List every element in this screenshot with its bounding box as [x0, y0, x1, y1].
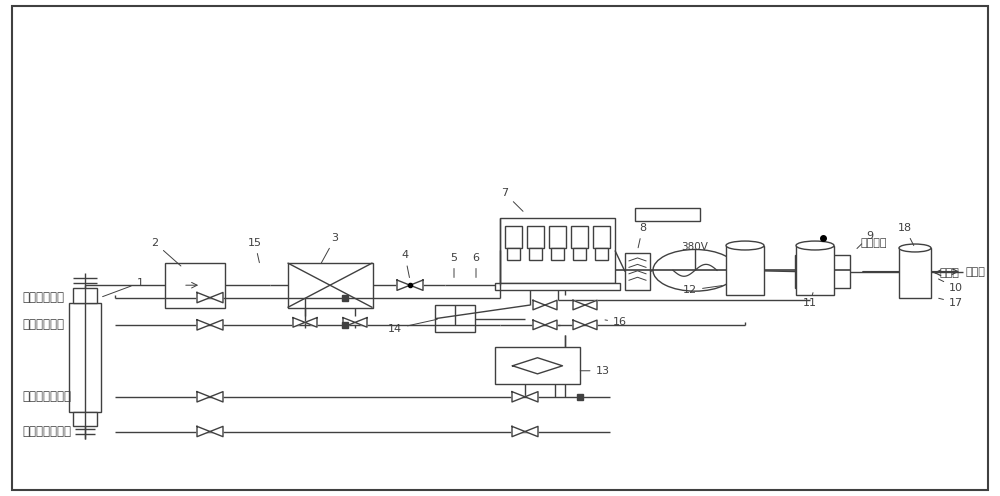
- Polygon shape: [512, 358, 562, 374]
- Text: 11: 11: [803, 293, 817, 308]
- Text: 5: 5: [450, 253, 458, 277]
- Bar: [165, 263, 225, 308]
- Bar: [527, 226, 544, 248]
- Bar: [571, 226, 588, 248]
- Bar: [726, 246, 764, 295]
- Text: 冷却水进口管道: 冷却水进口管道: [22, 390, 71, 403]
- Text: 伴生气: 伴生气: [939, 268, 959, 278]
- Polygon shape: [197, 392, 223, 402]
- Polygon shape: [197, 320, 223, 330]
- Polygon shape: [533, 320, 557, 330]
- Bar: [495, 283, 620, 290]
- Bar: [796, 246, 834, 295]
- Text: 18: 18: [898, 223, 914, 246]
- Bar: [595, 248, 608, 260]
- Polygon shape: [343, 317, 355, 327]
- Circle shape: [653, 249, 737, 291]
- Text: 冷却水出口管道: 冷却水出口管道: [22, 425, 71, 438]
- Text: 9: 9: [857, 231, 874, 248]
- Text: 13: 13: [580, 366, 610, 376]
- Polygon shape: [305, 317, 317, 327]
- Bar: [899, 248, 931, 298]
- Text: 热水进口管道: 热水进口管道: [22, 318, 64, 331]
- Ellipse shape: [726, 241, 764, 250]
- Polygon shape: [512, 427, 538, 436]
- Text: 8: 8: [638, 223, 646, 248]
- Bar: [549, 226, 566, 248]
- Text: 4: 4: [401, 250, 409, 278]
- Polygon shape: [397, 280, 410, 290]
- Bar: [573, 248, 586, 260]
- Polygon shape: [355, 317, 367, 327]
- Bar: [495, 347, 580, 384]
- Text: 3: 3: [321, 233, 338, 263]
- Text: 10: 10: [938, 279, 963, 293]
- Polygon shape: [197, 427, 223, 436]
- Polygon shape: [573, 300, 597, 310]
- Bar: [593, 226, 610, 248]
- Polygon shape: [573, 320, 597, 330]
- Bar: [715, 213, 905, 322]
- Bar: [73, 412, 97, 426]
- Polygon shape: [197, 293, 223, 303]
- Text: 站内负荷: 站内负荷: [860, 238, 887, 248]
- Bar: [435, 305, 475, 332]
- Bar: [288, 263, 373, 308]
- Bar: [507, 248, 520, 260]
- Text: 380V: 380V: [682, 242, 708, 252]
- Ellipse shape: [899, 244, 931, 252]
- Polygon shape: [410, 280, 423, 290]
- Text: 1: 1: [103, 278, 144, 297]
- Bar: [625, 253, 650, 290]
- Polygon shape: [533, 300, 557, 310]
- Polygon shape: [512, 392, 538, 402]
- Text: 6: 6: [473, 253, 480, 277]
- Text: 14: 14: [388, 319, 437, 334]
- Bar: [635, 208, 700, 221]
- Text: 热水出口管道: 热水出口管道: [22, 291, 64, 304]
- Bar: [795, 255, 850, 288]
- Text: 7: 7: [501, 188, 523, 211]
- Ellipse shape: [796, 241, 834, 250]
- Text: 17: 17: [939, 298, 963, 308]
- Text: 2: 2: [151, 238, 181, 266]
- Text: 市网电: 市网电: [965, 266, 985, 277]
- Polygon shape: [293, 317, 305, 327]
- Bar: [529, 248, 542, 260]
- Text: 15: 15: [248, 238, 262, 263]
- Text: 16: 16: [605, 317, 627, 327]
- Text: 12: 12: [683, 285, 722, 295]
- Bar: [69, 303, 101, 412]
- Bar: [505, 226, 522, 248]
- Bar: [73, 288, 97, 303]
- Bar: [551, 248, 564, 260]
- Bar: [500, 218, 615, 283]
